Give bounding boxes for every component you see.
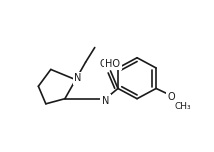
Text: N: N — [102, 96, 109, 106]
Text: N: N — [74, 73, 82, 83]
Text: O: O — [167, 92, 175, 102]
Text: CH₃: CH₃ — [174, 102, 191, 111]
Text: OH: OH — [100, 59, 115, 69]
Text: HO: HO — [106, 59, 120, 69]
